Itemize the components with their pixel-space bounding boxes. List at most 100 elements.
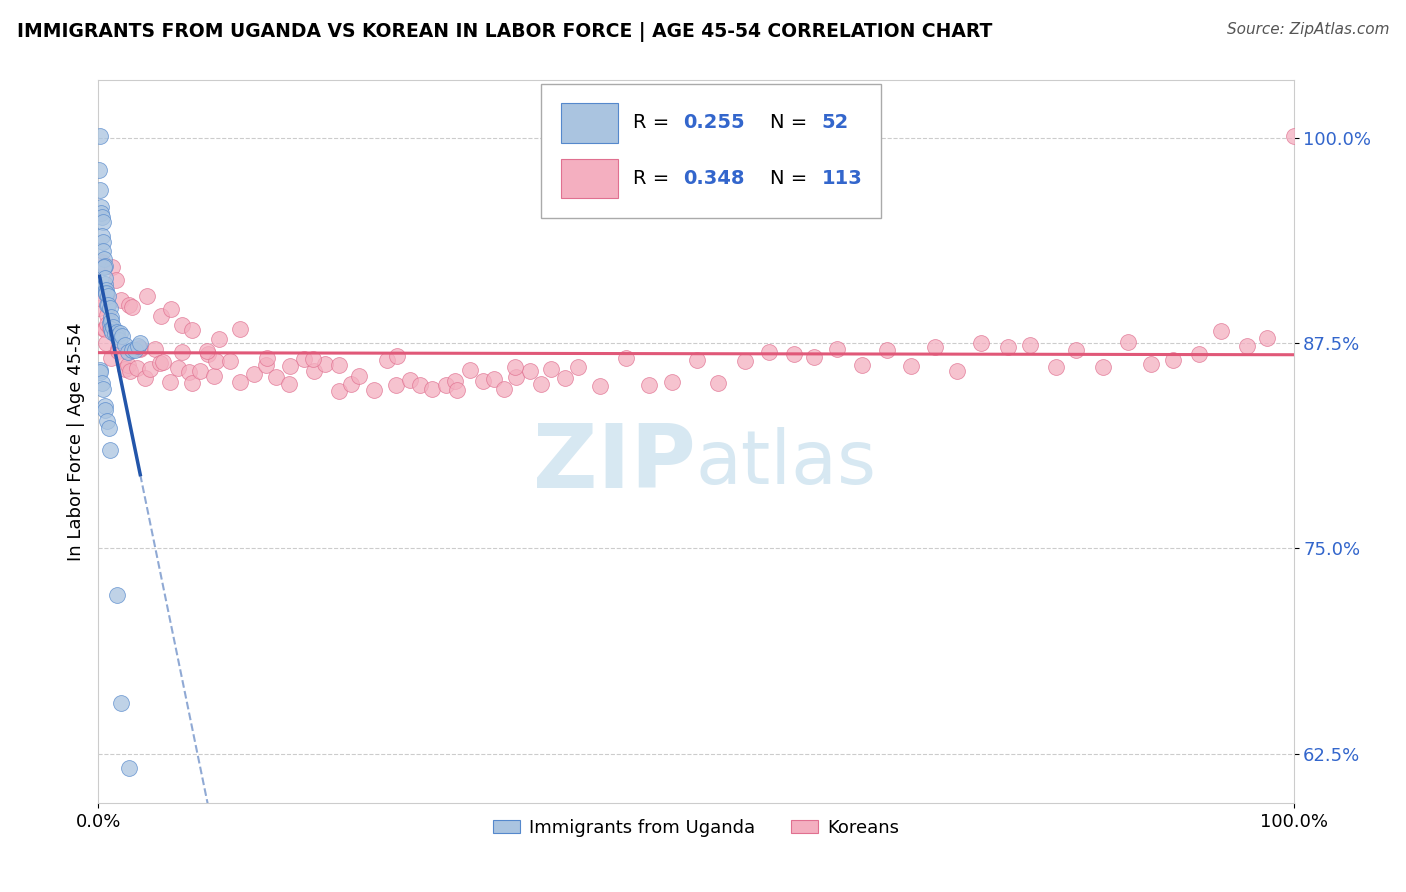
Point bbox=[98, 301, 121, 315]
Point bbox=[90, 200, 112, 214]
Point bbox=[110, 293, 132, 308]
Point bbox=[588, 379, 610, 393]
Point bbox=[100, 260, 122, 274]
Point bbox=[111, 351, 134, 366]
Point bbox=[94, 259, 117, 273]
Point bbox=[900, 359, 922, 373]
Point bbox=[101, 326, 124, 340]
Text: N =: N = bbox=[770, 113, 814, 132]
Point bbox=[420, 382, 443, 396]
Point bbox=[292, 351, 315, 366]
Point bbox=[117, 358, 139, 372]
Point bbox=[302, 364, 325, 378]
Point bbox=[93, 322, 115, 336]
Point bbox=[385, 349, 408, 363]
Point bbox=[110, 696, 132, 710]
Point bbox=[686, 353, 709, 368]
Text: atlas: atlas bbox=[696, 426, 877, 500]
Point bbox=[1188, 346, 1211, 360]
Point bbox=[89, 363, 111, 377]
Point bbox=[444, 374, 467, 388]
Point bbox=[1139, 357, 1161, 371]
Point bbox=[876, 343, 898, 358]
Point bbox=[127, 339, 149, 353]
Point bbox=[172, 318, 194, 332]
Point bbox=[91, 235, 114, 249]
Point bbox=[1019, 338, 1042, 352]
Point bbox=[89, 183, 111, 197]
Point bbox=[91, 229, 114, 244]
Point bbox=[202, 369, 225, 384]
Point bbox=[91, 382, 114, 396]
Point bbox=[125, 361, 148, 376]
Point bbox=[121, 300, 143, 314]
Point bbox=[129, 341, 152, 355]
Point bbox=[93, 321, 115, 335]
Point bbox=[924, 340, 946, 354]
Point bbox=[96, 283, 118, 297]
Point bbox=[707, 376, 730, 390]
Point bbox=[149, 309, 172, 323]
Point bbox=[107, 333, 129, 347]
Point bbox=[434, 377, 457, 392]
Point bbox=[530, 376, 553, 391]
Point bbox=[1236, 339, 1258, 353]
Point bbox=[218, 354, 240, 368]
Point bbox=[90, 206, 112, 220]
Point bbox=[505, 370, 527, 384]
Point bbox=[89, 129, 111, 144]
Point bbox=[278, 359, 301, 373]
Point bbox=[758, 345, 780, 359]
Point bbox=[100, 322, 122, 336]
Point bbox=[197, 347, 219, 361]
Point bbox=[1282, 128, 1305, 143]
Point bbox=[100, 310, 122, 324]
Point bbox=[136, 289, 159, 303]
Point bbox=[108, 326, 131, 340]
Point bbox=[100, 351, 122, 365]
Point bbox=[970, 336, 993, 351]
Point bbox=[229, 375, 252, 389]
Point bbox=[782, 347, 804, 361]
Point bbox=[105, 588, 128, 602]
Legend: Immigrants from Uganda, Koreans: Immigrants from Uganda, Koreans bbox=[485, 812, 907, 845]
Point bbox=[540, 362, 562, 376]
Point bbox=[827, 343, 849, 357]
Point bbox=[1256, 331, 1278, 345]
Point bbox=[96, 414, 118, 428]
Text: R =: R = bbox=[633, 113, 675, 132]
Text: ZIP: ZIP bbox=[533, 420, 696, 507]
Point bbox=[93, 260, 115, 274]
Point bbox=[107, 344, 129, 359]
Point bbox=[347, 368, 370, 383]
Point bbox=[103, 319, 125, 334]
Text: N =: N = bbox=[770, 169, 814, 188]
Point bbox=[118, 364, 141, 378]
Point bbox=[519, 364, 541, 378]
Point bbox=[328, 384, 350, 399]
Point bbox=[1161, 353, 1184, 368]
Point bbox=[104, 327, 127, 342]
Point bbox=[179, 365, 201, 379]
Point bbox=[170, 344, 193, 359]
Point bbox=[94, 286, 117, 301]
Text: 0.255: 0.255 bbox=[683, 113, 744, 132]
Point bbox=[98, 320, 121, 334]
Point bbox=[409, 378, 432, 392]
Point bbox=[503, 359, 526, 374]
Point bbox=[117, 298, 139, 312]
Point bbox=[87, 301, 110, 315]
Point bbox=[91, 254, 114, 268]
Point bbox=[638, 378, 661, 392]
Point bbox=[160, 301, 183, 316]
Point bbox=[494, 382, 516, 396]
Point bbox=[97, 298, 120, 312]
Point bbox=[1045, 359, 1067, 374]
Point bbox=[205, 354, 228, 368]
Point bbox=[134, 370, 156, 384]
Point bbox=[139, 362, 162, 376]
Point bbox=[93, 252, 115, 266]
Point bbox=[166, 361, 188, 376]
Point bbox=[254, 359, 277, 373]
Point bbox=[121, 343, 143, 357]
